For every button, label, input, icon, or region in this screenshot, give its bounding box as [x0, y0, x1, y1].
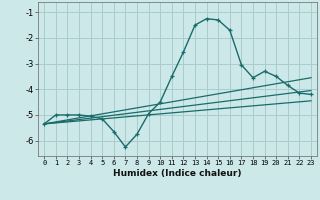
X-axis label: Humidex (Indice chaleur): Humidex (Indice chaleur) — [113, 169, 242, 178]
